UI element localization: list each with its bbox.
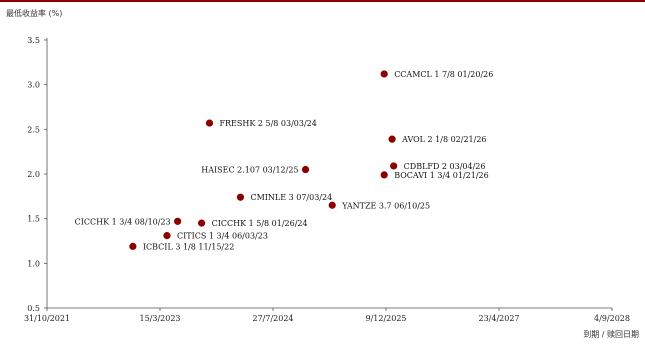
data-point <box>380 70 388 78</box>
data-point <box>163 232 171 240</box>
data-point-label: CCAMCL 1 7/8 01/20/26 <box>394 70 493 79</box>
data-point-label: BOCAVI 1 3/4 01/21/26 <box>394 171 489 180</box>
data-point <box>390 162 398 170</box>
data-point-label: YANTZE 3.7 06/10/25 <box>341 201 430 210</box>
y-tick-label: 1.0 <box>27 259 40 268</box>
data-point <box>301 165 310 174</box>
data-point-label: FRESHK 2 5/8 03/03/24 <box>219 119 316 128</box>
y-tick-label: 0.5 <box>27 304 40 313</box>
x-tick-label: 15/3/2023 <box>139 314 180 323</box>
data-point-label: HAISEC 2.107 03/12/25 <box>201 166 298 175</box>
data-point-label: CDBLFD 2 03/04/26 <box>404 162 486 171</box>
data-point <box>328 201 336 209</box>
y-tick-label: 1.5 <box>27 215 40 224</box>
data-point-label: CICCHK 1 3/4 08/10/23 <box>75 217 171 226</box>
data-point <box>236 193 245 201</box>
data-point-label: ICBCIL 3 1/8 11/15/22 <box>143 242 234 251</box>
x-tick-label: 4/9/2028 <box>594 314 630 323</box>
data-point-label: AVOL 2 1/8 02/21/26 <box>401 135 486 144</box>
y-tick-label: 3.0 <box>27 81 40 90</box>
y-axis-label: 最低收益率 (%) <box>6 9 63 18</box>
x-axis-label: 到期 / 赎回日期 <box>583 330 639 339</box>
x-tick-label: 9/12/2025 <box>365 314 406 323</box>
data-point <box>388 135 396 143</box>
data-point <box>129 242 137 250</box>
data-point <box>174 217 182 225</box>
data-point <box>205 119 214 127</box>
y-tick-label: 3.5 <box>27 36 40 45</box>
y-tick-label: 2.5 <box>27 125 40 134</box>
data-point-label: CITICS 1 3/4 06/03/23 <box>177 232 268 241</box>
data-point <box>197 219 206 227</box>
data-point <box>380 171 388 179</box>
x-tick-label: 27/7/2024 <box>252 314 293 323</box>
x-tick-label: 31/10/2021 <box>24 314 70 323</box>
data-point-label: CICCHK 1 5/8 01/26/24 <box>212 219 308 228</box>
header-rule <box>0 0 645 2</box>
y-tick-label: 2.0 <box>27 170 40 179</box>
x-tick-label: 23/4/2027 <box>478 314 519 323</box>
data-point-label: CMINLE 3 07/03/24 <box>250 193 332 202</box>
